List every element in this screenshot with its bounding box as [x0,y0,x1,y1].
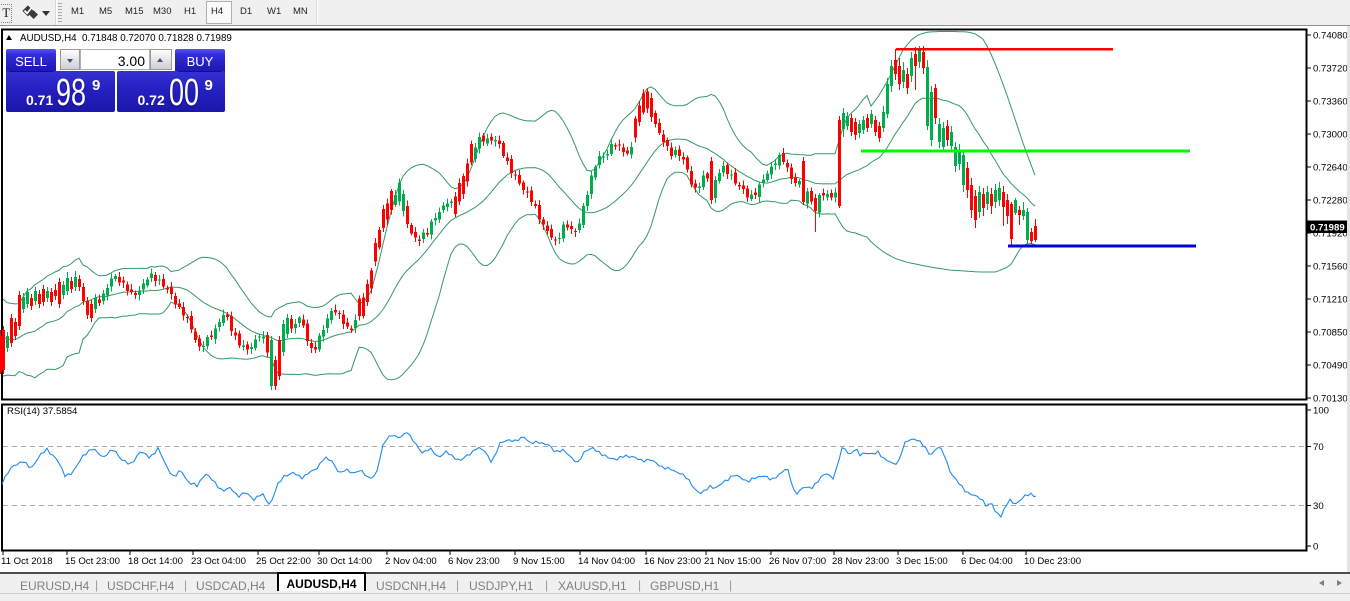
svg-text:26 Nov 07:00: 26 Nov 07:00 [769,556,826,567]
svg-text:0.72280: 0.72280 [1313,195,1348,206]
svg-text:9 Nov 15:00: 9 Nov 15:00 [513,556,565,567]
svg-text:0.71210: 0.71210 [1313,294,1348,305]
svg-text:0.71920: 0.71920 [1313,228,1348,239]
svg-text:11 Oct 2018: 11 Oct 2018 [1,556,53,567]
svg-text:14 Nov 04:00: 14 Nov 04:00 [578,556,635,567]
svg-text:0.70490: 0.70490 [1313,360,1348,371]
svg-text:23 Oct 04:00: 23 Oct 04:00 [191,556,246,567]
svg-text:0.73360: 0.73360 [1313,96,1348,107]
svg-text:3 Dec 15:00: 3 Dec 15:00 [896,556,948,567]
svg-text:6 Dec 04:00: 6 Dec 04:00 [961,556,1013,567]
svg-text:0.71560: 0.71560 [1313,261,1348,272]
svg-text:0.70850: 0.70850 [1313,327,1348,338]
svg-text:0: 0 [1313,541,1318,552]
svg-text:6 Nov 23:00: 6 Nov 23:00 [448,556,500,567]
svg-text:30: 30 [1313,501,1324,512]
svg-text:16 Nov 23:00: 16 Nov 23:00 [644,556,701,567]
svg-text:25 Oct 22:00: 25 Oct 22:00 [256,556,311,567]
svg-text:70: 70 [1313,442,1324,453]
svg-text:30 Oct 14:00: 30 Oct 14:00 [317,556,372,567]
svg-text:0.74080: 0.74080 [1313,30,1348,41]
svg-text:15 Oct 23:00: 15 Oct 23:00 [65,556,120,567]
svg-text:0.73720: 0.73720 [1313,63,1348,74]
svg-text:10 Dec 23:00: 10 Dec 23:00 [1024,556,1081,567]
svg-text:100: 100 [1313,405,1329,416]
svg-text:2 Nov 04:00: 2 Nov 04:00 [385,556,437,567]
svg-text:0.70130: 0.70130 [1313,393,1348,404]
svg-text:0.71989: 0.71989 [1310,222,1345,233]
svg-text:21 Nov 15:00: 21 Nov 15:00 [704,556,761,567]
svg-text:0.73000: 0.73000 [1313,129,1348,140]
svg-text:28 Nov 23:00: 28 Nov 23:00 [832,556,889,567]
svg-text:18 Oct 14:00: 18 Oct 14:00 [128,556,183,567]
svg-text:0.72640: 0.72640 [1313,162,1348,173]
